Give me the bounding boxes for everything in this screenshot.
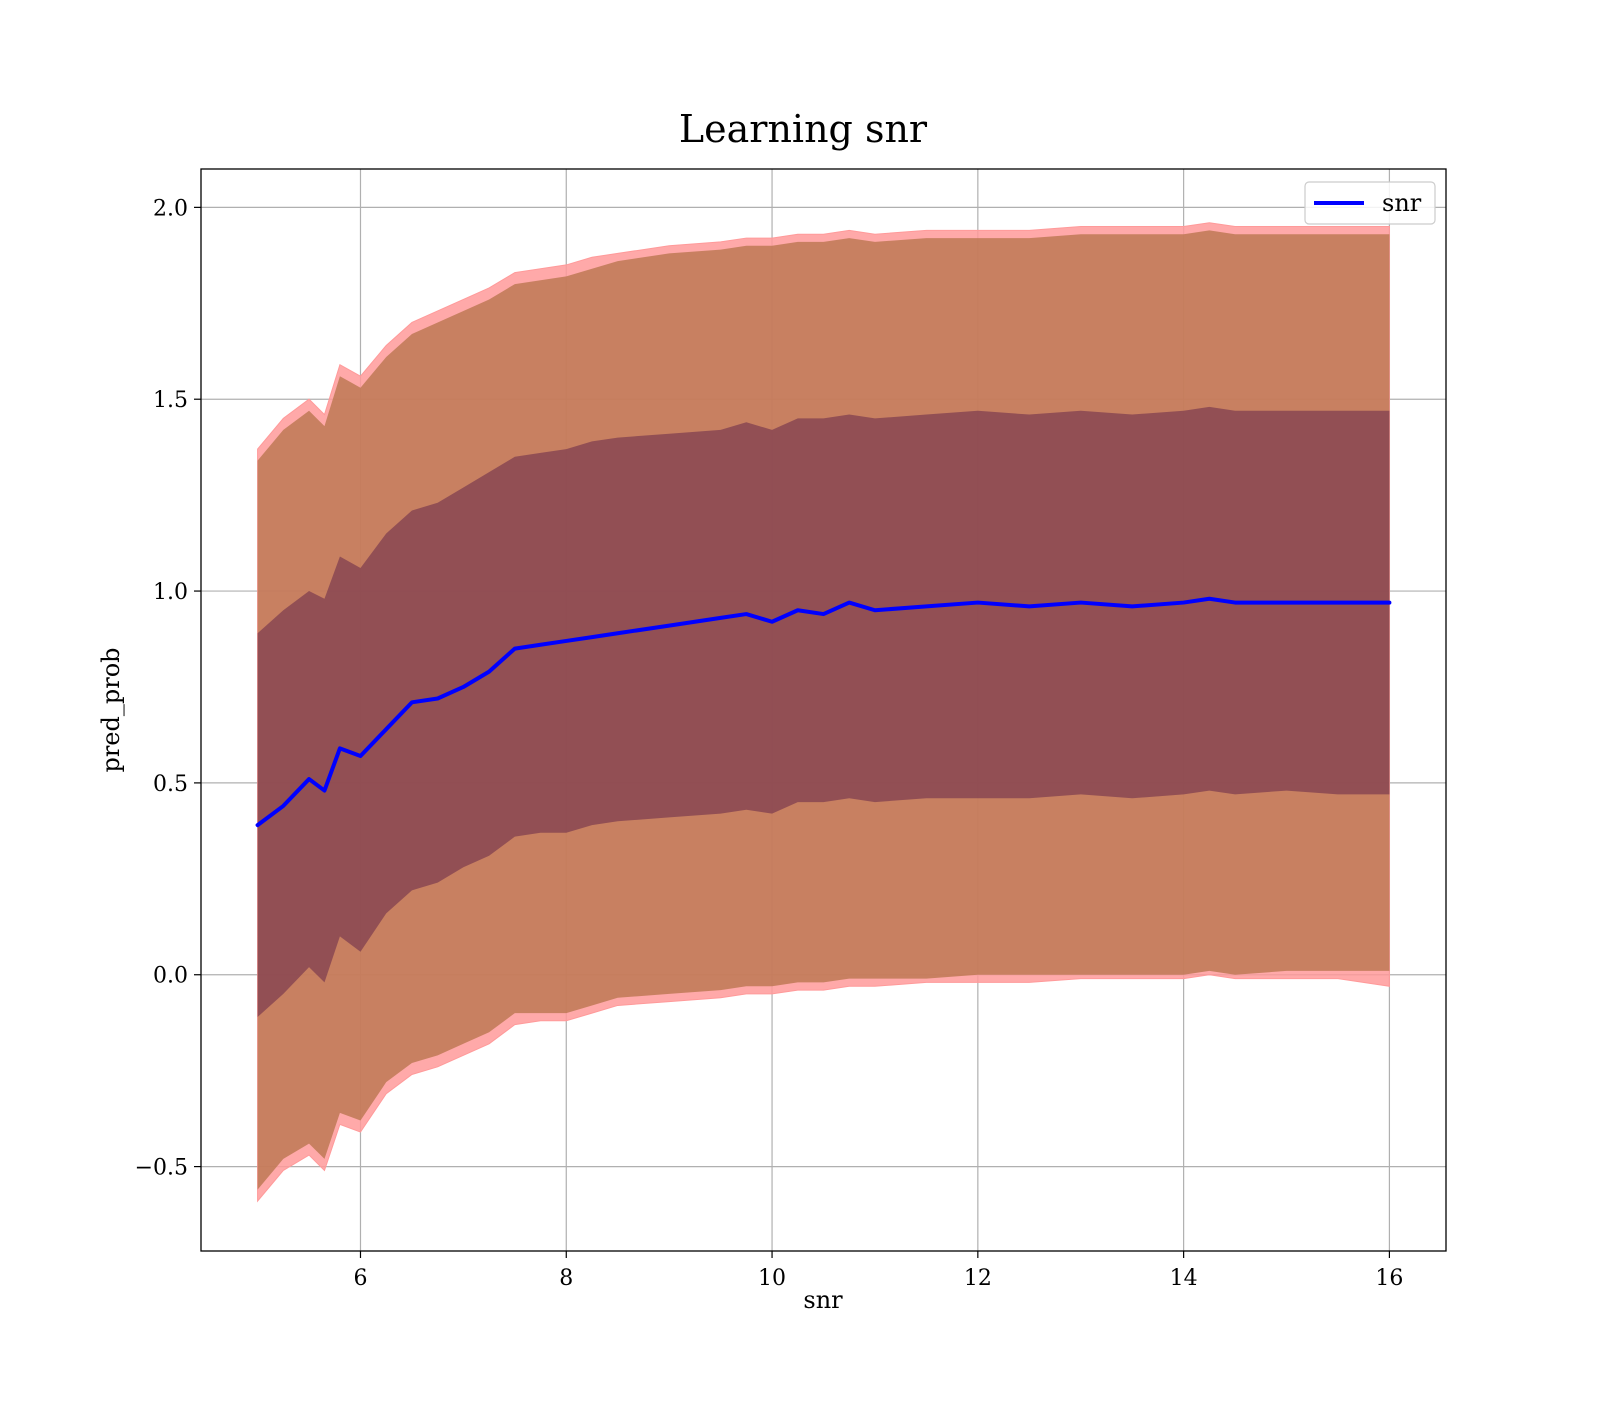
legend-label-snr: snr: [1382, 189, 1422, 217]
legend: snr: [1304, 181, 1436, 225]
confidence-bands: [257, 222, 1390, 1203]
y-tick-label-1: 0.0: [153, 964, 188, 989]
x-tick-label-4: 14: [1170, 1266, 1198, 1291]
y-tick-label-0: −0.5: [135, 1156, 188, 1181]
y-axis-label: pred_prob: [97, 647, 125, 772]
y-axis-ticks: −0.5 0.0 0.5 1.0 1.5 2.0: [135, 196, 201, 1181]
y-tick-label-5: 2.0: [153, 196, 188, 221]
x-tick-label-0: 6: [353, 1266, 367, 1291]
y-tick-label-2: 0.5: [153, 772, 188, 797]
series-lines: [255, 596, 1392, 828]
y-tick-label-4: 1.5: [153, 388, 188, 413]
x-tick-label-5: 16: [1375, 1266, 1403, 1291]
x-axis-label: snr: [803, 1286, 843, 1314]
y-tick-label-3: 1.0: [153, 580, 188, 605]
chart-title: Learning snr: [679, 107, 928, 151]
x-tick-label-3: 12: [964, 1266, 992, 1291]
x-tick-label-1: 8: [559, 1266, 573, 1291]
plot-area-frame: [200, 168, 1447, 1252]
band-1sd: [257, 406, 1390, 1017]
legend-box: [1304, 181, 1436, 225]
series-line-snr: [255, 596, 1392, 828]
x-tick-label-2: 10: [758, 1266, 786, 1291]
x-axis-ticks: 6 8 10 12 14 16: [353, 1251, 1403, 1291]
